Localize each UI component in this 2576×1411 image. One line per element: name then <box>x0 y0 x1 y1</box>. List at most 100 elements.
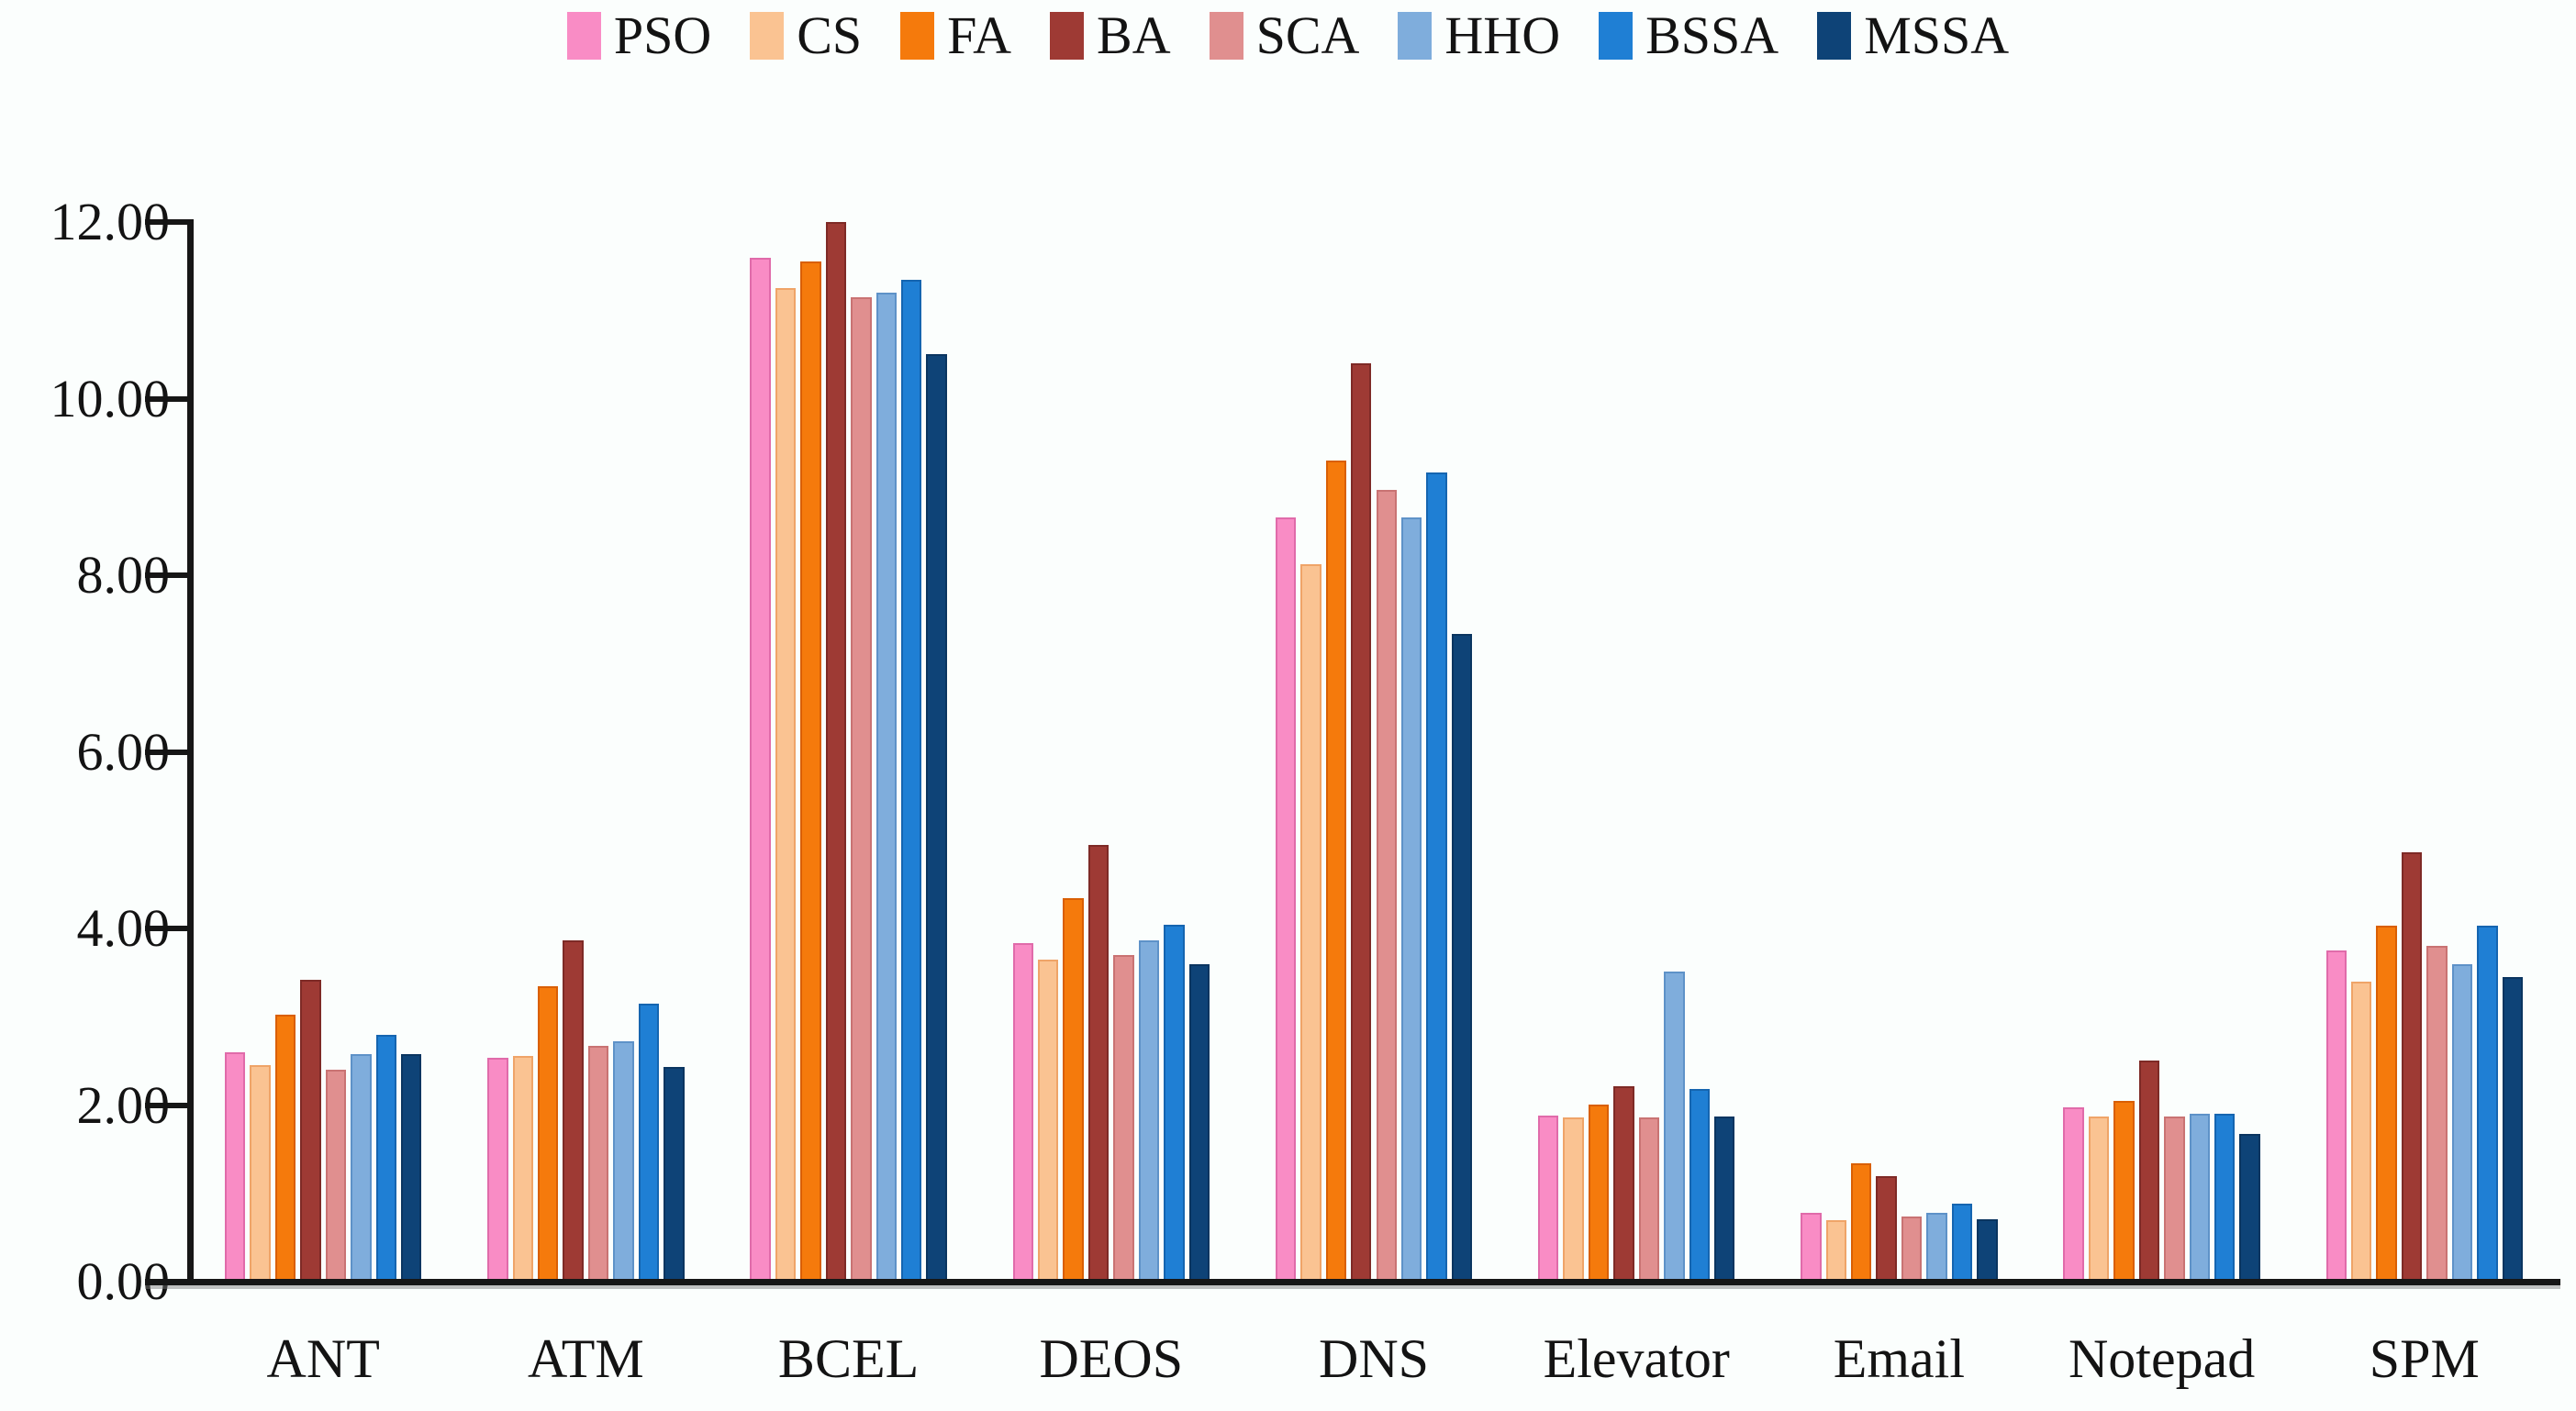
bar-sca-elevator <box>1638 1117 1660 1282</box>
bar-cs-elevator <box>1563 1117 1584 1282</box>
bar-hho-atm <box>613 1041 634 1282</box>
bar-cs-email <box>1825 1219 1847 1282</box>
bar-fa-spm <box>2376 926 2397 1282</box>
y-axis-tick <box>145 395 187 402</box>
bar-fa-atm <box>538 985 559 1282</box>
legend-item-fa: FA <box>900 9 1011 62</box>
y-axis-tick-label: 2.00 <box>76 1074 171 1135</box>
legend-swatch-sca <box>1209 12 1243 60</box>
bar-fa-elevator <box>1588 1104 1610 1282</box>
bar-pso-dns <box>1275 517 1297 1282</box>
bar-bssa-deos <box>1164 925 1185 1282</box>
y-axis-tick <box>145 219 187 225</box>
bar-ba-dns <box>1351 363 1372 1282</box>
bar-hho-notepad <box>2189 1114 2210 1282</box>
bar-sca-bcel <box>851 296 872 1282</box>
legend-label: BSSA <box>1645 6 1779 65</box>
bar-pso-ant <box>225 1051 246 1282</box>
bar-ba-spm <box>2401 852 2423 1282</box>
bar-pso-elevator <box>1538 1116 1559 1282</box>
bar-mssa-elevator <box>1714 1117 1735 1282</box>
bar-pso-email <box>1801 1212 1822 1282</box>
bar-sca-ant <box>325 1070 347 1282</box>
bar-fa-deos <box>1063 898 1084 1282</box>
x-axis-label-notepad: Notepad <box>2068 1328 2256 1389</box>
bar-ba-deos <box>1087 844 1110 1282</box>
bar-mssa-spm <box>2502 976 2523 1282</box>
y-axis-line <box>187 219 194 1284</box>
bar-mssa-email <box>1977 1218 1998 1282</box>
bar-mssa-dns <box>1451 634 1473 1282</box>
bar-sca-spm <box>2426 946 2448 1282</box>
bar-hho-bcel <box>875 293 897 1282</box>
bar-mssa-ant <box>401 1053 422 1282</box>
bar-pso-bcel <box>750 257 771 1282</box>
legend-item-ba: BA <box>1050 9 1171 62</box>
bar-hho-ant <box>351 1053 372 1282</box>
bar-ba-atm <box>563 939 584 1282</box>
y-axis-tick <box>145 572 187 578</box>
legend-item-hho: HHO <box>1398 9 1560 62</box>
bar-mssa-notepad <box>2239 1134 2260 1282</box>
bar-fa-bcel <box>800 261 821 1282</box>
legend-swatch-cs <box>750 12 785 60</box>
bar-fa-notepad <box>2113 1100 2135 1282</box>
x-axis-label-ant: ANT <box>266 1328 380 1389</box>
bar-sca-dns <box>1376 489 1397 1282</box>
bar-cs-ant <box>250 1065 271 1282</box>
legend-label: MSSA <box>1864 6 2010 65</box>
bar-bssa-email <box>1951 1204 1973 1282</box>
bar-pso-notepad <box>2063 1107 2084 1282</box>
y-axis-tick-label: 12.00 <box>50 192 171 251</box>
legend-label: HHO <box>1444 6 1561 65</box>
bar-bssa-dns <box>1426 472 1447 1282</box>
bar-ba-bcel <box>825 222 847 1282</box>
bar-sca-notepad <box>2164 1117 2185 1282</box>
x-axis-label-dns: DNS <box>1318 1328 1430 1389</box>
bar-hho-deos <box>1138 940 1160 1282</box>
y-axis-tick-label: 10.00 <box>50 368 171 428</box>
x-axis-label-bcel: BCEL <box>777 1328 920 1389</box>
bar-bssa-bcel <box>900 279 922 1282</box>
bar-cs-deos <box>1038 959 1059 1282</box>
bar-ba-elevator <box>1613 1086 1634 1282</box>
bar-fa-dns <box>1325 460 1347 1282</box>
bar-hho-spm <box>2451 963 2473 1282</box>
bar-bssa-notepad <box>2214 1114 2236 1282</box>
bar-mssa-deos <box>1188 963 1210 1282</box>
bar-mssa-atm <box>664 1067 685 1282</box>
y-axis-tick <box>145 1102 187 1108</box>
legend-label: PSO <box>613 6 712 65</box>
legend-item-mssa: MSSA <box>1817 9 2009 62</box>
y-axis-tick-label: 6.00 <box>76 721 171 782</box>
legend-item-pso: PSO <box>566 6 712 65</box>
bar-hho-email <box>1926 1212 1947 1282</box>
bar-cs-atm <box>512 1055 534 1282</box>
x-axis-label-atm: ATM <box>528 1328 644 1389</box>
bar-bssa-spm <box>2477 926 2498 1282</box>
bar-ba-email <box>1876 1175 1897 1282</box>
bar-cs-notepad <box>2088 1117 2110 1282</box>
legend-swatch-ba <box>1050 12 1085 60</box>
x-axis-line <box>145 1279 2560 1285</box>
bar-cs-spm <box>2351 981 2372 1282</box>
x-axis-label-spm: SPM <box>2369 1328 2480 1389</box>
y-axis-tick <box>145 749 187 755</box>
y-axis-tick-label: 4.00 <box>76 898 171 958</box>
bar-fa-ant <box>274 1015 296 1282</box>
bar-ba-notepad <box>2138 1061 2160 1282</box>
bar-sca-email <box>1901 1216 1923 1282</box>
bar-sca-deos <box>1113 954 1134 1282</box>
bar-pso-spm <box>2325 950 2347 1282</box>
bar-fa-email <box>1851 1163 1872 1282</box>
bar-ba-ant <box>300 979 321 1282</box>
x-axis-label-elevator: Elevator <box>1543 1328 1730 1389</box>
bar-pso-deos <box>1012 943 1033 1282</box>
bar-bssa-ant <box>375 1034 396 1282</box>
legend-label: SCA <box>1255 6 1360 65</box>
legend-label: CS <box>797 6 863 65</box>
bar-bssa-elevator <box>1689 1089 1710 1282</box>
legend-swatch-fa <box>900 12 935 60</box>
